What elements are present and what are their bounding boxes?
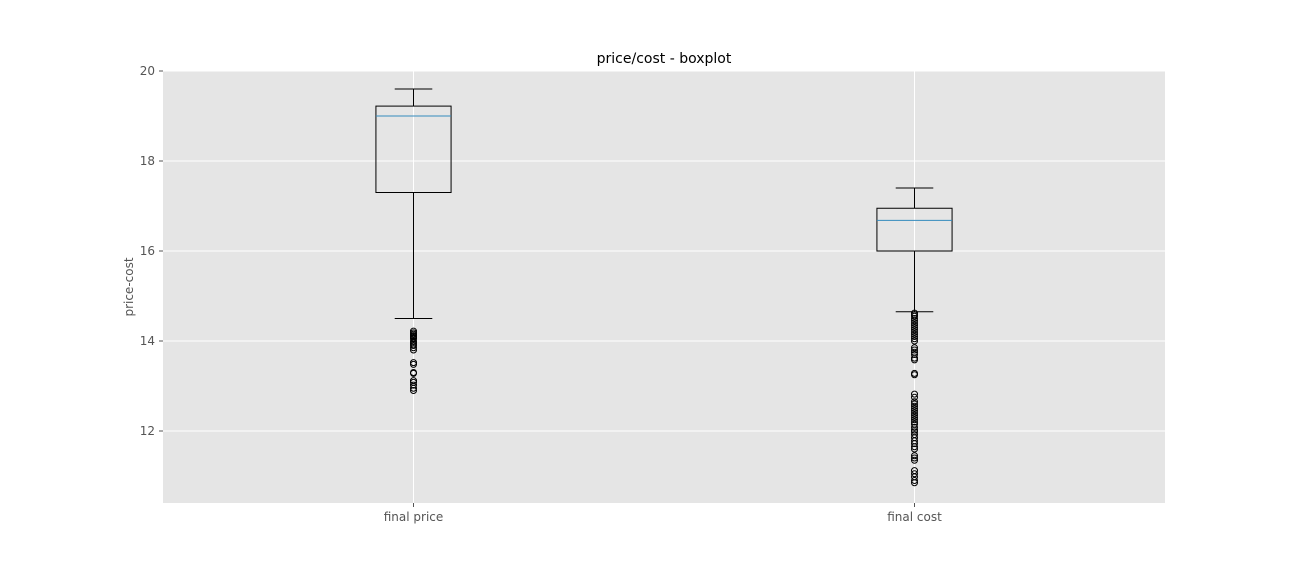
outlier-point bbox=[410, 381, 417, 389]
outlier-point bbox=[911, 330, 918, 338]
outlier-point bbox=[911, 319, 918, 327]
outlier-point bbox=[911, 409, 918, 417]
outlier-point bbox=[911, 452, 918, 460]
box-group bbox=[876, 187, 953, 487]
y-axis-ticks: 12 14 16 18 20 bbox=[140, 64, 163, 438]
y-tick-label: 18 bbox=[140, 154, 155, 168]
outlier-point bbox=[911, 445, 918, 453]
outlier-point bbox=[911, 344, 918, 352]
outlier-point bbox=[911, 328, 918, 336]
outlier-point bbox=[911, 423, 918, 431]
outlier-point bbox=[410, 344, 417, 352]
outlier-point bbox=[911, 346, 918, 354]
outlier-point bbox=[911, 324, 918, 331]
outlier-point bbox=[911, 440, 918, 448]
box-iqr bbox=[375, 105, 452, 193]
outlier-point bbox=[911, 479, 918, 487]
box-series bbox=[375, 88, 953, 487]
outlier-point bbox=[911, 390, 918, 398]
outlier-point bbox=[410, 346, 417, 354]
y-tick-label: 14 bbox=[140, 334, 155, 348]
outlier-point bbox=[911, 315, 918, 322]
box-group bbox=[375, 88, 452, 394]
outlier-point bbox=[911, 335, 918, 343]
outlier-point bbox=[911, 443, 918, 451]
outlier-point bbox=[911, 321, 918, 329]
outlier-point bbox=[911, 405, 918, 412]
x-tick-label: final price bbox=[384, 510, 444, 524]
outlier-point bbox=[911, 312, 918, 320]
outlier-point bbox=[410, 387, 417, 394]
outlier-point bbox=[410, 342, 417, 349]
outlier-point bbox=[911, 456, 918, 464]
outlier-point bbox=[410, 335, 417, 343]
outlier-point bbox=[410, 360, 417, 368]
outlier-point bbox=[410, 369, 417, 377]
outlier-point bbox=[911, 398, 918, 406]
outlier-point bbox=[911, 414, 918, 421]
outlier-point bbox=[410, 384, 417, 392]
plot-area bbox=[163, 71, 1165, 503]
y-tick-label: 12 bbox=[140, 424, 155, 438]
outlier-point bbox=[911, 356, 918, 364]
outlier-point bbox=[911, 337, 918, 345]
outlier-point bbox=[911, 333, 918, 340]
outlier-point bbox=[911, 418, 918, 426]
outlier-point bbox=[911, 402, 918, 410]
outlier-point bbox=[911, 407, 918, 415]
outlier-point bbox=[911, 393, 918, 401]
outlier-point bbox=[911, 326, 918, 334]
outlier-point bbox=[911, 351, 918, 358]
outlier-point bbox=[911, 400, 918, 408]
outlier-point bbox=[911, 416, 918, 424]
outlier-point bbox=[911, 477, 918, 484]
x-axis-ticks: final price final cost bbox=[384, 503, 942, 524]
outlier-point bbox=[911, 454, 918, 462]
y-tick-label: 16 bbox=[140, 244, 155, 258]
x-tick-label: final cost bbox=[887, 510, 942, 524]
outlier-point bbox=[911, 470, 918, 478]
y-axis-title: price-cost bbox=[122, 257, 136, 316]
y-tick-label: 20 bbox=[140, 64, 155, 78]
chart-title: price/cost - boxplot bbox=[597, 51, 732, 67]
outlier-point bbox=[911, 371, 918, 379]
box-iqr bbox=[876, 207, 953, 252]
outlier-point bbox=[911, 411, 918, 419]
outlier-point bbox=[911, 317, 918, 325]
